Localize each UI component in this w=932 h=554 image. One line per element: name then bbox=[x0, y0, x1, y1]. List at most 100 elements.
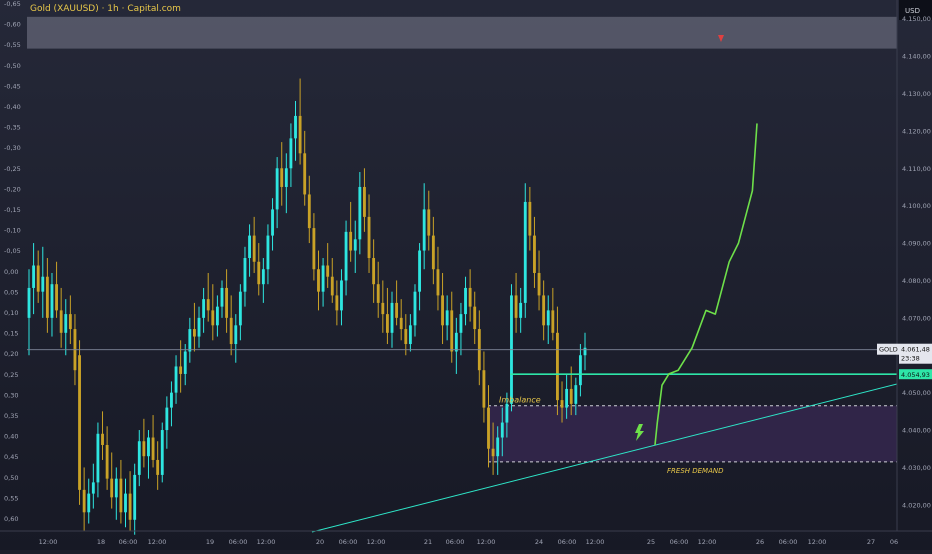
left-axis-tick: -0,45 bbox=[4, 82, 21, 90]
right-axis-tick: 4.100,00 bbox=[902, 202, 931, 210]
demand-zone bbox=[488, 405, 897, 462]
projection-path bbox=[654, 123, 758, 446]
left-axis-tick: -0,40 bbox=[4, 103, 21, 111]
x-axis-tick: 12:00 bbox=[477, 538, 496, 546]
left-axis-tick: -0,25 bbox=[4, 165, 21, 173]
candle bbox=[491, 448, 495, 457]
candle bbox=[50, 284, 54, 318]
left-axis-tick: -0,05 bbox=[4, 247, 21, 255]
imbalance-label: Imbalance bbox=[499, 396, 541, 405]
x-axis-tick: 12:00 bbox=[39, 538, 58, 546]
right-axis-tick: 4.130,00 bbox=[902, 90, 931, 98]
candle bbox=[372, 258, 376, 285]
candle bbox=[505, 403, 509, 423]
candle bbox=[243, 258, 247, 292]
candle bbox=[422, 209, 426, 251]
candle bbox=[431, 235, 435, 270]
candle bbox=[381, 302, 385, 315]
candle bbox=[468, 287, 472, 307]
candle bbox=[284, 168, 288, 187]
candle bbox=[418, 250, 422, 292]
right-axis-tick: 4.120,00 bbox=[902, 127, 931, 135]
candle bbox=[413, 291, 417, 326]
right-axis-tick: 4.140,00 bbox=[902, 53, 931, 61]
candle bbox=[257, 261, 261, 285]
right-axis-tick: 4.080,00 bbox=[902, 277, 931, 285]
candle bbox=[36, 265, 40, 292]
candle bbox=[124, 493, 127, 513]
candle bbox=[275, 168, 279, 210]
candle bbox=[114, 478, 118, 498]
candle bbox=[404, 329, 408, 345]
level-badge bbox=[899, 369, 932, 380]
currency-label: USD bbox=[905, 7, 920, 15]
left-axis-tick: 0,20 bbox=[4, 350, 18, 358]
candle bbox=[197, 317, 201, 337]
candle bbox=[252, 235, 256, 262]
right-axis-tick: 4.110,00 bbox=[902, 165, 931, 173]
candle bbox=[64, 314, 68, 333]
left-axis-tick: -0,10 bbox=[4, 227, 21, 235]
candle bbox=[170, 392, 173, 408]
candle bbox=[312, 228, 316, 270]
candle bbox=[137, 441, 141, 475]
candle bbox=[41, 276, 45, 292]
left-axis-tick: -0,20 bbox=[4, 185, 21, 193]
candle bbox=[500, 422, 504, 438]
candle bbox=[496, 437, 500, 457]
candle bbox=[307, 194, 311, 229]
candle bbox=[514, 295, 518, 318]
candle bbox=[542, 295, 546, 326]
candle bbox=[215, 306, 219, 326]
candle bbox=[487, 407, 490, 449]
candle bbox=[192, 329, 196, 337]
candle bbox=[27, 287, 31, 318]
candle bbox=[335, 295, 339, 311]
candle bbox=[225, 287, 229, 318]
candle bbox=[303, 153, 307, 195]
left-axis-tick: 0,25 bbox=[4, 371, 18, 379]
candle bbox=[229, 317, 233, 345]
x-axis-tick: 06:00 bbox=[446, 538, 465, 546]
left-axis-tick: -0,65 bbox=[4, 0, 21, 8]
level-value: 4.054,93 bbox=[901, 371, 930, 379]
supply-zone bbox=[27, 16, 897, 49]
x-axis-tick: 25 bbox=[647, 538, 655, 546]
left-axis-tick: -0,15 bbox=[4, 206, 21, 214]
candle bbox=[298, 115, 302, 154]
candle bbox=[427, 209, 431, 236]
x-axis-tick: 12:00 bbox=[586, 538, 605, 546]
candle bbox=[326, 265, 330, 277]
candle bbox=[358, 186, 362, 240]
candle bbox=[330, 276, 334, 296]
trendline bbox=[311, 383, 898, 533]
candle bbox=[147, 437, 150, 457]
right-axis-tick: 4.040,00 bbox=[902, 427, 931, 435]
x-axis-tick: 26 bbox=[756, 538, 764, 546]
candle bbox=[211, 310, 215, 326]
candle bbox=[399, 317, 403, 330]
left-axis-tick: -0,30 bbox=[4, 144, 21, 152]
left-axis-tick: -0,60 bbox=[4, 21, 21, 29]
candle bbox=[408, 325, 412, 345]
candle bbox=[280, 168, 284, 187]
x-axis-tick: 12:00 bbox=[698, 538, 717, 546]
candle bbox=[248, 235, 251, 259]
candle bbox=[128, 493, 132, 520]
right-axis-tick: 4.050,00 bbox=[902, 389, 931, 397]
candle bbox=[340, 280, 343, 311]
candle bbox=[188, 329, 192, 352]
left-axis-tick: 0,40 bbox=[4, 433, 18, 441]
candle bbox=[142, 441, 146, 457]
left-axis-tick: 0,60 bbox=[4, 515, 18, 523]
candle bbox=[482, 370, 486, 408]
x-axis-tick: 06:00 bbox=[779, 538, 798, 546]
candle bbox=[473, 306, 477, 330]
left-axis-tick: 0,10 bbox=[4, 309, 18, 317]
x-axis-tick: 12:00 bbox=[257, 538, 276, 546]
candle bbox=[96, 433, 100, 483]
left-axis-tick: 0,35 bbox=[4, 412, 18, 420]
candle bbox=[390, 302, 394, 333]
